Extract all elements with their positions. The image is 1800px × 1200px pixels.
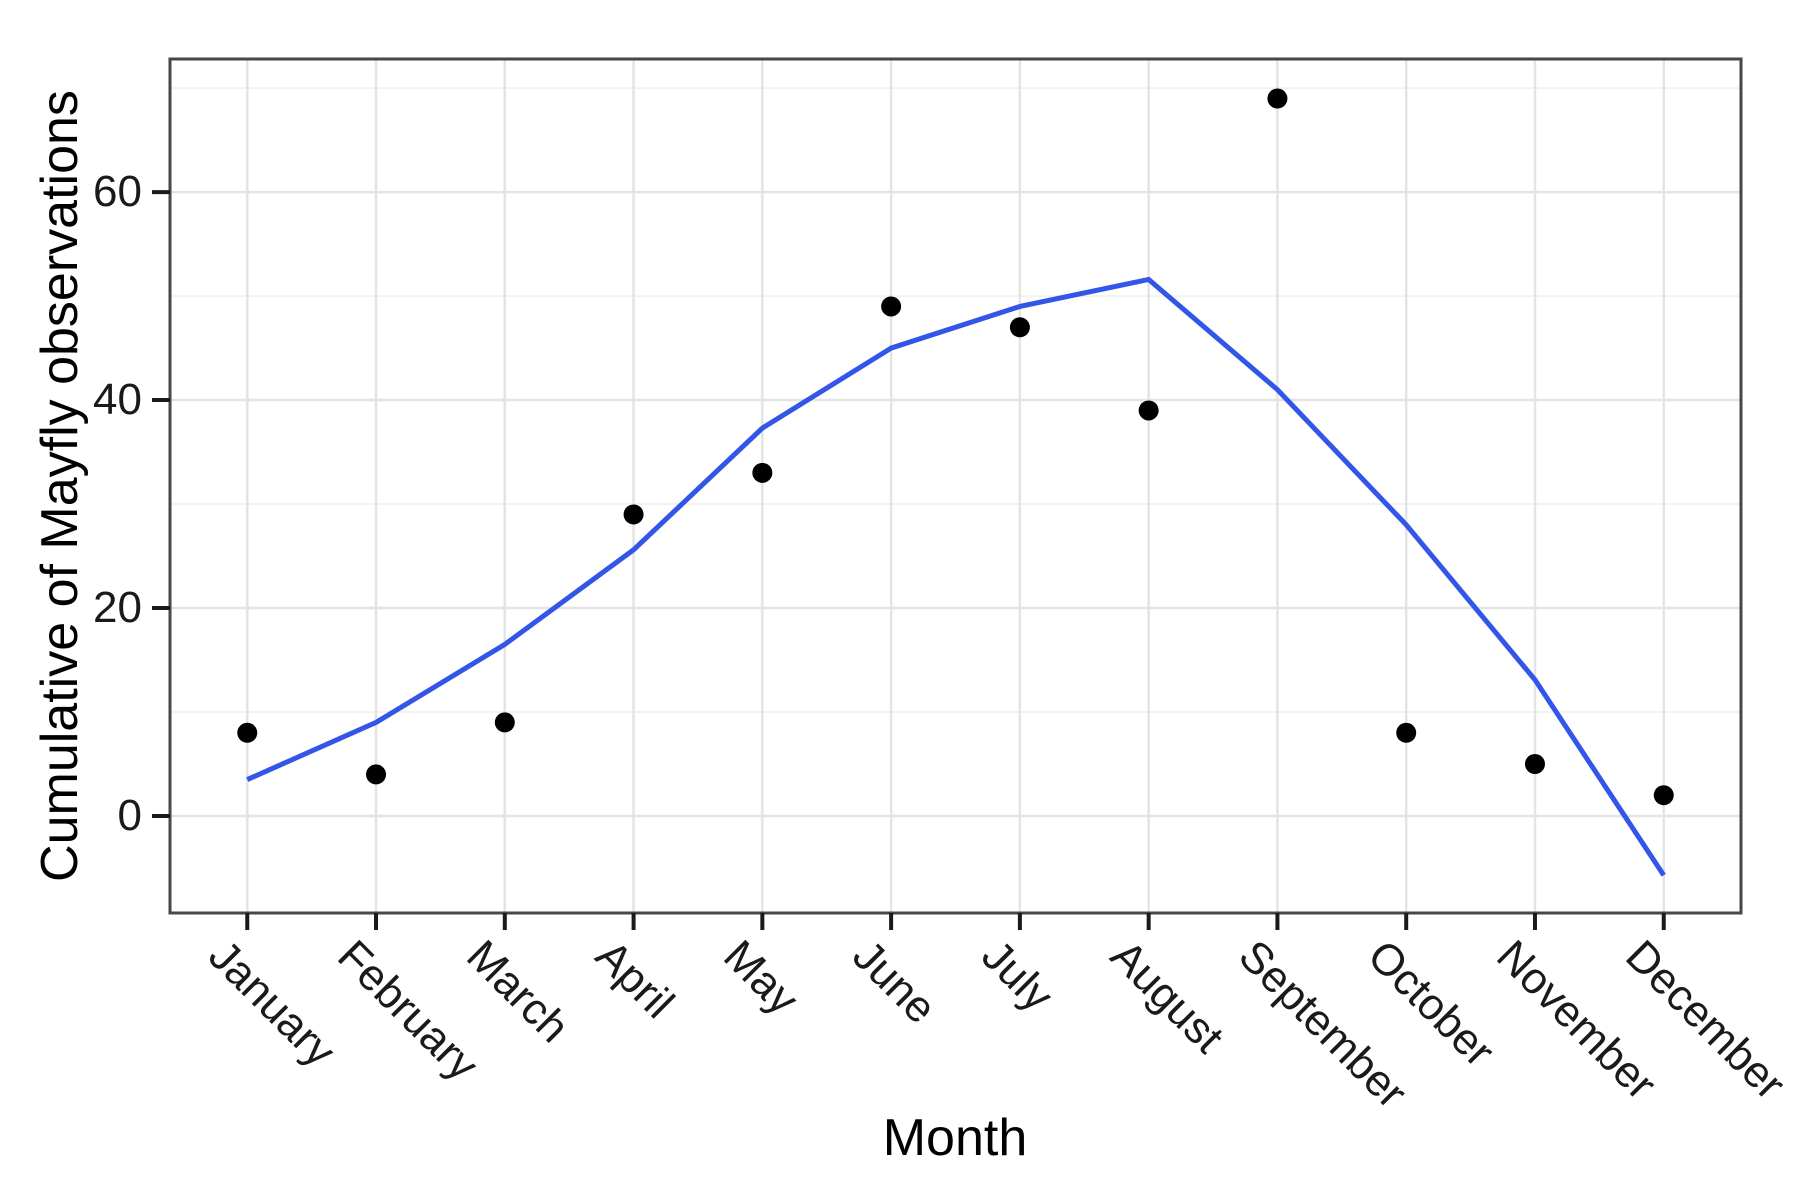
x-axis-title: Month	[882, 1109, 1028, 1167]
data-point-april	[623, 504, 644, 525]
data-point-december	[1653, 785, 1674, 806]
data-point-july	[1009, 317, 1030, 338]
data-point-september	[1267, 88, 1288, 109]
y-tick-label-60: 60	[93, 167, 142, 217]
y-tick-label-20: 20	[93, 583, 142, 633]
data-point-november	[1524, 753, 1545, 774]
y-axis-title: Cumulative of Mayfly observations	[31, 90, 89, 882]
data-point-march	[494, 712, 515, 733]
data-point-august	[1138, 400, 1159, 421]
data-point-june	[881, 296, 902, 317]
panel-border	[168, 57, 1743, 915]
panel-background	[170, 59, 1741, 913]
data-point-january	[237, 722, 258, 743]
smooth-trend-line	[246, 276, 1666, 877]
data-point-may	[752, 462, 773, 483]
y-tick-label-0: 0	[117, 790, 142, 840]
y-tick-label-40: 40	[93, 375, 142, 425]
data-point-february	[366, 764, 387, 785]
data-point-october	[1396, 722, 1417, 743]
